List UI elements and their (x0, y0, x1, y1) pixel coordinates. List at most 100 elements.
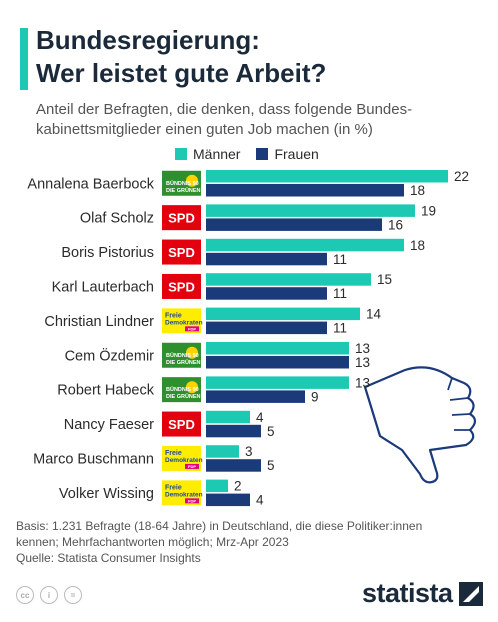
category-label: Annalena Baerbock (27, 176, 154, 192)
category-label: Olaf Scholz (80, 211, 154, 227)
bar-maenner (206, 170, 448, 183)
party-badge-text: DIE GRÜNEN (166, 393, 201, 400)
party-badge-text: BÜNDNIS 90 (166, 386, 199, 393)
data-label: 18 (410, 238, 425, 253)
bar-maenner (206, 479, 228, 493)
category-label: Christian Lindner (44, 314, 154, 330)
data-label: 5 (267, 458, 275, 473)
bar-frauen (206, 287, 327, 300)
bar-frauen (206, 424, 261, 438)
bar-maenner (206, 238, 404, 252)
party-badge-text: FDP (188, 498, 196, 503)
title-accent-bar (20, 28, 28, 90)
data-label: 19 (421, 203, 436, 218)
chart-footer: Basis: 1.231 Befragte (18-64 Jahre) in D… (16, 518, 486, 566)
party-badge-text: SPD (168, 279, 195, 294)
bar-maenner (206, 445, 239, 458)
party-badge-spd (162, 411, 201, 437)
party-badge-spd (162, 273, 201, 299)
party-badge-spd (162, 205, 201, 231)
statista-mark-icon (458, 581, 483, 606)
footer-basis-line-2: kennen; Mehrfachantworten möglich; Mrz-A… (16, 535, 289, 549)
by-icon: i (40, 586, 58, 604)
party-badge-text: Demokraten (165, 457, 203, 464)
party-badge-text: SPD (168, 245, 195, 260)
data-label: 4 (256, 410, 264, 425)
fdp-accent (185, 326, 199, 332)
fdp-accent (185, 498, 199, 504)
chart-row: Boris Pistorius SPD 18 11 (61, 238, 425, 267)
bar-maenner (206, 307, 360, 321)
party-badge-text: FDP (188, 326, 196, 331)
statista-logo: statista (362, 578, 483, 609)
nd-icon: = (64, 586, 82, 604)
chart-row: Karl Lauterbach SPD 15 11 (52, 272, 392, 301)
footer-source: Quelle: Statista Consumer Insights (16, 551, 201, 565)
chart-legend: Männer Frauen (175, 145, 319, 163)
footer-basis-line-1: Basis: 1.231 Befragte (18-64 Jahre) in D… (16, 519, 423, 533)
thumbs-down-shape (363, 366, 477, 484)
data-label: 4 (256, 493, 264, 508)
data-label: 22 (454, 169, 469, 184)
data-label: 13 (355, 375, 370, 390)
bar-frauen (206, 493, 250, 507)
bar-frauen (206, 459, 261, 472)
legend-item-maenner: Männer (175, 146, 240, 162)
bar-maenner (206, 376, 349, 389)
data-label: 3 (245, 444, 253, 459)
legend-label-maenner: Männer (193, 146, 241, 162)
bar-frauen (206, 390, 305, 403)
bar-maenner (206, 204, 415, 217)
bar-frauen (206, 218, 382, 231)
category-label: Marco Buschmann (33, 451, 154, 467)
brand-name: statista (362, 578, 453, 608)
chart-title: Bundesregierung: Wer leistet gute Arbeit… (36, 24, 476, 90)
data-label: 2 (234, 479, 242, 494)
legend-swatch-maenner (175, 148, 187, 160)
data-label: 13 (355, 355, 370, 370)
legend-item-frauen: Frauen (256, 146, 319, 162)
data-label: 11 (333, 321, 347, 336)
bar-frauen (206, 252, 327, 266)
party-badge-text: Demokraten (165, 319, 203, 326)
party-badge-spd (162, 239, 201, 265)
category-label: Nancy Faeser (64, 417, 154, 433)
license-icons: cc i = (16, 586, 82, 604)
legend-label-frauen: Frauen (274, 146, 319, 162)
title-line-1: Bundesregierung: (36, 25, 260, 55)
bar-frauen (206, 356, 349, 369)
party-badge-text: FDP (188, 464, 196, 469)
category-label: Boris Pistorius (61, 245, 154, 261)
bar-maenner (206, 273, 371, 286)
bar-maenner (206, 342, 349, 355)
chart-subtitle: Anteil der Befragten, die denken, dass f… (36, 100, 476, 140)
party-badge-text: BÜNDNIS 90 (166, 352, 199, 359)
chart-row: Olaf Scholz SPD 19 16 (80, 203, 436, 232)
party-badge-text: Freie (165, 450, 182, 457)
data-label: 18 (410, 183, 425, 198)
sunflower-icon (186, 381, 198, 394)
party-badge-text: Freie (165, 312, 182, 319)
party-badge-text: Demokraten (165, 491, 203, 498)
sunflower-icon (186, 174, 198, 187)
party-badge-text: DIE GRÜNEN (166, 359, 201, 366)
data-label: 5 (267, 424, 275, 439)
data-label: 9 (311, 389, 319, 404)
subtitle-line-1: Anteil der Befragten, die denken, dass f… (36, 101, 413, 118)
bar-frauen (206, 184, 404, 197)
category-label: Karl Lauterbach (52, 279, 154, 295)
bar-frauen (206, 321, 327, 335)
party-badge-text: DIE GRÜNEN (166, 187, 201, 194)
data-label: 16 (388, 217, 403, 232)
cc-icon: cc (16, 586, 34, 604)
data-label: 11 (333, 286, 347, 301)
bar-maenner (206, 410, 250, 424)
party-badge-text: SPD (168, 211, 195, 226)
